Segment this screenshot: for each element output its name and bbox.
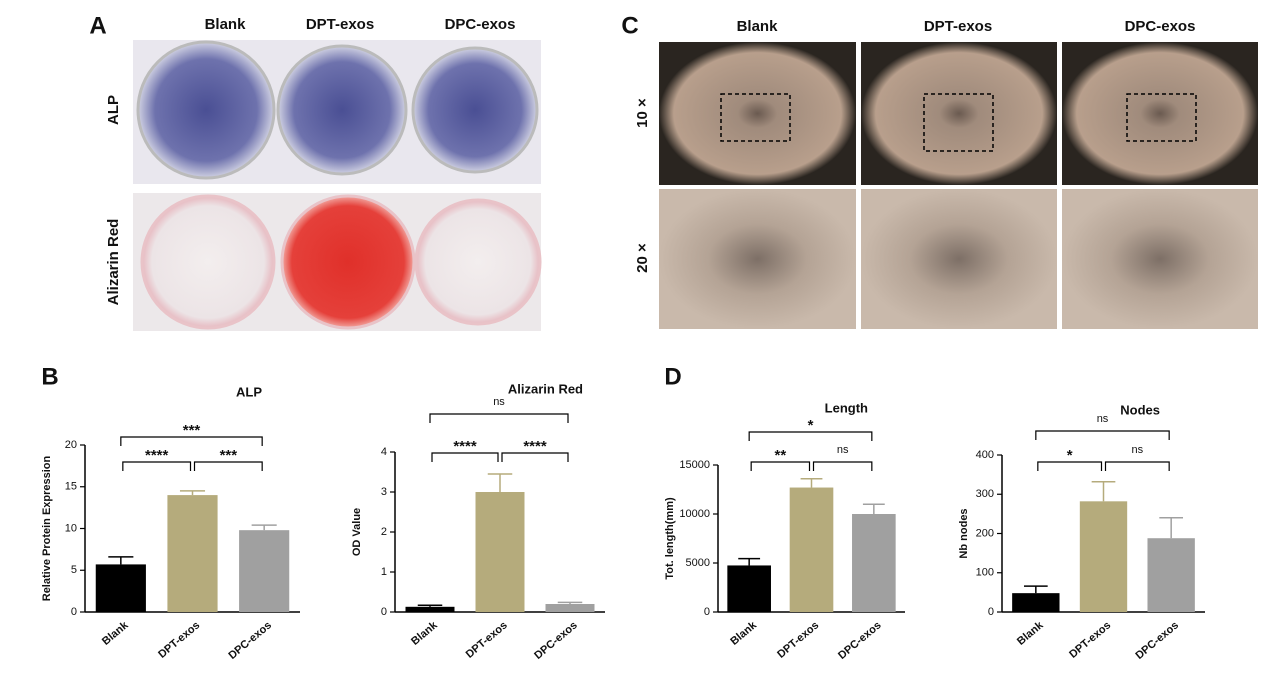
y-tick-label: 300 xyxy=(976,488,994,500)
x-tick-label: Blank xyxy=(409,619,440,648)
row-label: 20 × xyxy=(634,243,651,273)
bar xyxy=(475,492,525,612)
panel-label: A xyxy=(89,12,106,39)
x-tick-label: DPC-exos xyxy=(836,619,884,662)
bar-chart: ALP Relative Protein Expression 0 5 10 15 20 Bl… xyxy=(41,384,300,662)
significance-bracket xyxy=(812,461,873,471)
x-tick-label: Blank xyxy=(728,619,759,648)
column-label: DPT-exos xyxy=(306,16,374,33)
chart-title: Nodes xyxy=(1120,402,1160,417)
y-tick-label: 200 xyxy=(976,527,994,539)
row-label: 10 × xyxy=(634,98,651,128)
significance-bracket xyxy=(193,461,263,471)
significance-bracket xyxy=(501,452,569,462)
column-label: DPC-exos xyxy=(445,16,516,33)
y-axis-label: Relative Protein Expression xyxy=(41,455,53,601)
y-tick-label: 5000 xyxy=(686,557,710,569)
bar xyxy=(95,564,146,612)
significance-label: ns xyxy=(1132,444,1144,456)
significance-label: ** xyxy=(774,447,786,464)
significance-label: *** xyxy=(183,422,201,439)
significance-label: * xyxy=(1067,447,1073,464)
bar-chart: Alizarin Red OD Value 0 1 2 3 4 Blank DPT-exos DP… xyxy=(351,381,605,662)
y-tick-label: 0 xyxy=(988,606,994,618)
y-axis-label: Tot. length(mm) xyxy=(664,497,676,580)
significance-label: *** xyxy=(220,447,238,464)
bar xyxy=(1147,538,1195,612)
significance-bracket xyxy=(748,431,873,441)
y-tick-label: 0 xyxy=(381,606,387,618)
significance-bracket xyxy=(120,436,263,446)
bar xyxy=(545,604,595,612)
x-tick-label: Blank xyxy=(1015,619,1046,648)
chart-title: Length xyxy=(825,400,868,415)
panel-a-photos xyxy=(133,40,542,331)
bar xyxy=(239,530,290,612)
x-tick-label: DPC-exos xyxy=(226,619,274,662)
bar xyxy=(167,495,218,612)
bar-chart: Length Tot. length(mm) 0 5000 10000 15000 Blan… xyxy=(664,400,905,662)
row-label: Alizarin Red xyxy=(105,219,122,306)
chart-title: ALP xyxy=(236,384,262,399)
y-axis-label: Nb nodes xyxy=(958,508,970,558)
panel-c-photos xyxy=(659,42,1258,329)
bar xyxy=(1079,501,1128,612)
y-tick-label: 10000 xyxy=(679,508,710,520)
bar xyxy=(727,565,771,612)
significance-bracket xyxy=(1104,461,1170,471)
y-tick-label: 1 xyxy=(381,566,387,578)
significance-label: **** xyxy=(453,438,477,455)
column-label: Blank xyxy=(737,18,779,35)
x-tick-label: DPT-exos xyxy=(156,619,202,660)
significance-label: ns xyxy=(493,396,505,408)
significance-label: **** xyxy=(523,438,547,455)
y-tick-label: 100 xyxy=(976,567,994,579)
significance-label: ns xyxy=(837,444,849,456)
significance-label: * xyxy=(808,417,814,434)
y-tick-label: 400 xyxy=(976,449,994,461)
y-tick-label: 15 xyxy=(65,481,77,493)
y-tick-label: 20 xyxy=(65,439,77,451)
significance-bracket xyxy=(429,413,569,423)
bar xyxy=(789,487,834,612)
y-tick-label: 3 xyxy=(381,486,387,498)
x-tick-label: DPT-exos xyxy=(464,619,510,660)
column-label: Blank xyxy=(205,16,247,33)
panel-label: D xyxy=(664,363,681,390)
bar xyxy=(1012,593,1060,612)
panel-label: B xyxy=(41,363,58,390)
x-tick-label: DPC-exos xyxy=(1133,619,1181,662)
y-axis-label: OD Value xyxy=(351,508,363,556)
chart-title: Alizarin Red xyxy=(508,381,583,396)
significance-bracket xyxy=(122,461,192,471)
bar-chart: Nodes Nb nodes 0 100 200 300 400 Blank DPT-exos D… xyxy=(958,402,1205,662)
y-tick-label: 0 xyxy=(704,606,710,618)
significance-bracket xyxy=(750,461,811,471)
y-tick-label: 15000 xyxy=(679,459,710,471)
x-tick-label: DPT-exos xyxy=(1067,619,1113,660)
significance-label: ns xyxy=(1097,413,1109,425)
row-label: ALP xyxy=(105,95,122,125)
x-tick-label: DPT-exos xyxy=(775,619,821,660)
column-label: DPC-exos xyxy=(1125,18,1196,35)
panel-label: C xyxy=(621,12,638,39)
column-label: DPT-exos xyxy=(924,18,992,35)
significance-label: **** xyxy=(145,447,169,464)
bar xyxy=(405,606,455,612)
significance-bracket xyxy=(1035,430,1170,440)
x-tick-label: DPC-exos xyxy=(532,619,580,662)
y-tick-label: 0 xyxy=(71,606,77,618)
y-tick-label: 2 xyxy=(381,526,387,538)
significance-bracket xyxy=(431,452,499,462)
bar xyxy=(852,514,896,612)
x-tick-label: Blank xyxy=(100,619,131,648)
significance-bracket xyxy=(1037,461,1103,471)
y-tick-label: 4 xyxy=(381,446,387,458)
y-tick-label: 5 xyxy=(71,564,77,576)
y-tick-label: 10 xyxy=(65,522,77,534)
